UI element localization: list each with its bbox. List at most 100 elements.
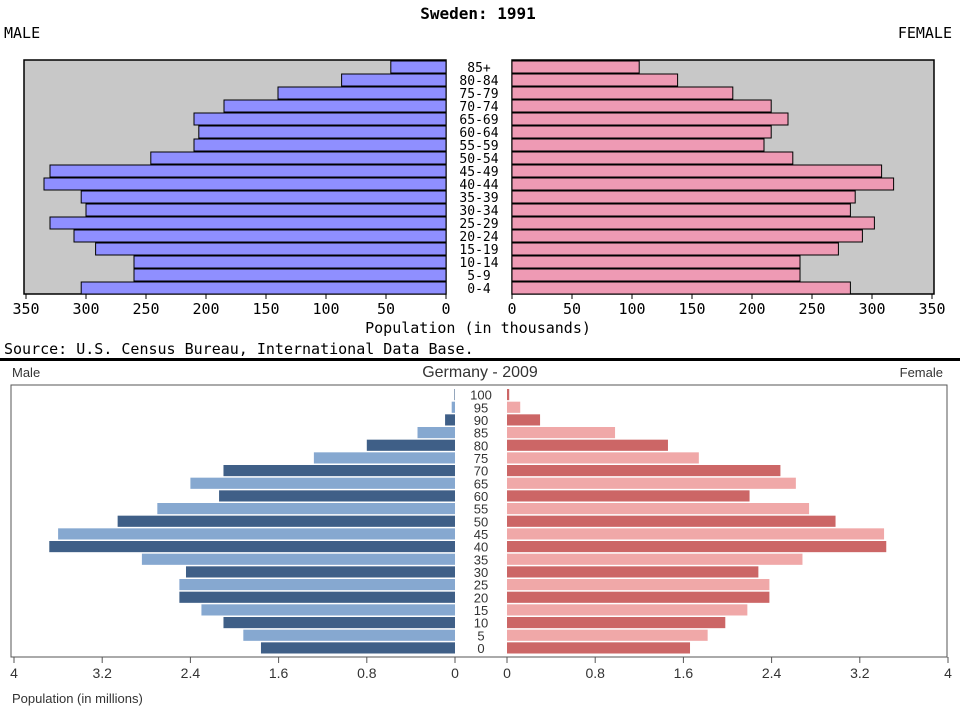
sweden-female-bar-10-14 (511, 255, 801, 269)
germany-age-label: 25 (474, 578, 488, 593)
sweden-male-bar-60-64 (198, 125, 447, 139)
germany-female-bar-95 (507, 401, 521, 413)
germany-age-label: 70 (474, 464, 488, 479)
germany-age-label: 55 (474, 502, 488, 517)
sweden-male-bar-0-4 (80, 281, 447, 295)
sweden-male-bars (43, 60, 447, 295)
germany-age-label: 90 (474, 413, 488, 428)
sweden-age-label: 45-49 (459, 165, 498, 180)
sweden-age-label: 20-24 (459, 230, 498, 245)
sweden-male-bar-30-34 (85, 203, 447, 217)
germany-female-bar-100 (507, 389, 510, 401)
sweden-female-bar-65-69 (511, 112, 789, 126)
germany-female-bar-65 (507, 477, 796, 489)
sweden-male-bar-80-84 (341, 73, 447, 87)
germany-age-labels: 0510152025303540455055606570758085909510… (470, 388, 492, 656)
sweden-male-tick-label: 300 (72, 300, 99, 318)
sweden-age-label: 30-34 (459, 204, 498, 219)
germany-male-bars (49, 389, 456, 654)
sweden-female-tick-label: 200 (738, 300, 765, 318)
germany-male-bar-100 (454, 389, 455, 401)
germany-age-label: 5 (477, 628, 484, 643)
germany-female-bar-30 (507, 566, 759, 578)
germany-female-bar-40 (507, 541, 887, 553)
sweden-age-label: 70-74 (459, 100, 498, 115)
sweden-female-bar-30-34 (511, 203, 851, 217)
sweden-male-label: MALE (4, 24, 40, 42)
sweden-male-bar-10-14 (133, 255, 447, 269)
sweden-male-bar-85+ (390, 60, 447, 74)
sweden-female-tick-label: 250 (798, 300, 825, 318)
germany-age-label: 10 (474, 616, 488, 631)
sweden-age-label: 55-59 (459, 139, 498, 154)
germany-female-bar-50 (507, 515, 836, 527)
sweden-female-bar-45-49 (511, 164, 883, 178)
germany-female-bar-20 (507, 591, 770, 603)
sweden-age-label: 35-39 (459, 191, 498, 206)
sweden-male-bar-70-74 (223, 99, 447, 113)
sweden-female-tick-label: 0 (507, 300, 516, 318)
germany-female-tick-label: 0 (503, 665, 511, 681)
germany-male-bar-75 (313, 452, 455, 464)
sweden-source: Source: U.S. Census Bureau, Internationa… (4, 340, 474, 358)
germany-female-bar-55 (507, 503, 810, 515)
sweden-male-tick-label: 100 (312, 300, 339, 318)
sweden-age-label: 25-29 (459, 217, 498, 232)
germany-male-bar-70 (223, 465, 455, 477)
germany-female-bar-25 (507, 579, 770, 591)
sweden-female-tick-label: 150 (678, 300, 705, 318)
sweden-age-label: 65-69 (459, 113, 498, 128)
germany-male-tick-label: 0.8 (357, 665, 377, 681)
sweden-age-label: 40-44 (459, 178, 498, 193)
germany-female-tick-label: 3.2 (850, 665, 870, 681)
germany-age-label: 95 (474, 400, 488, 415)
sweden-female-bar-5-9 (511, 268, 801, 282)
germany-male-bar-40 (49, 541, 455, 553)
germany-male-bar-25 (179, 579, 455, 591)
germany-female-bar-75 (507, 452, 699, 464)
sweden-male-bar-55-59 (193, 138, 447, 152)
germany-female-bar-35 (507, 553, 803, 565)
sweden-male-tick-label: 150 (252, 300, 279, 318)
germany-male-bar-85 (417, 427, 455, 439)
germany-male-bar-60 (219, 490, 455, 502)
germany-female-bar-10 (507, 617, 726, 629)
germany-male-bar-5 (243, 629, 455, 641)
sweden-male-bar-20-24 (73, 229, 447, 243)
sweden-male-bar-35-39 (80, 190, 447, 204)
germany-male-bar-0 (260, 642, 455, 654)
germany-age-label: 100 (470, 388, 492, 403)
germany-female-label: Female (900, 365, 943, 380)
sweden-female-tick-label: 350 (918, 300, 945, 318)
sweden-age-label: 80-84 (459, 74, 498, 89)
germany-male-bar-95 (451, 401, 455, 413)
germany-age-label: 60 (474, 489, 488, 504)
sweden-female-bar-40-44 (511, 177, 895, 191)
sweden-age-label: 5-9 (467, 269, 490, 284)
sweden-male-bar-15-19 (95, 242, 447, 256)
sweden-male-bar-40-44 (43, 177, 447, 191)
sweden-male-bar-25-29 (49, 216, 447, 230)
sweden-age-label: 60-64 (459, 126, 498, 141)
sweden-female-label: FEMALE (898, 24, 952, 42)
germany-female-bar-0 (507, 642, 691, 654)
sweden-female-bar-70-74 (511, 99, 772, 113)
sweden-male-tick-label: 200 (192, 300, 219, 318)
sweden-male-tick-label: 50 (377, 300, 395, 318)
germany-male-tick-label: 4 (10, 665, 18, 681)
sweden-male-tick-label: 0 (441, 300, 450, 318)
germany-age-label: 85 (474, 426, 488, 441)
germany-male-bar-90 (445, 414, 455, 426)
germany-female-bar-90 (507, 414, 541, 426)
sweden-title: Sweden: 1991 (420, 4, 536, 23)
germany-male-tick-label: 0 (451, 665, 459, 681)
germany-male-bar-35 (141, 553, 455, 565)
sweden-female-bar-85+ (511, 60, 640, 74)
germany-age-label: 20 (474, 590, 488, 605)
sweden-female-bar-0-4 (511, 281, 851, 295)
germany-x-axis-title: Population (in millions) (12, 691, 143, 706)
sweden-female-bar-35-39 (511, 190, 856, 204)
sweden-female-bar-25-29 (511, 216, 875, 230)
sweden-male-tick-label: 250 (132, 300, 159, 318)
